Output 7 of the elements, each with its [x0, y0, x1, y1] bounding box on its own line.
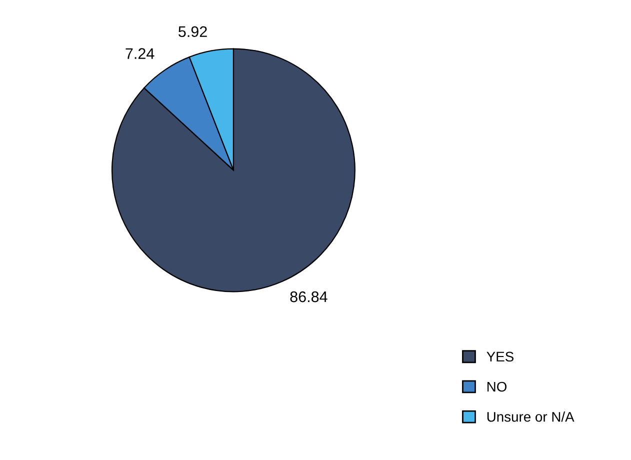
data-label: 7.24: [126, 48, 154, 59]
data-label: 86.84: [290, 291, 328, 302]
pie-slice: [111, 48, 356, 292]
legend-label: NO: [487, 382, 507, 392]
legend-label: YES: [486, 352, 514, 362]
legend-label: Unsure or N/A: [487, 412, 574, 422]
data-label: 5.92: [178, 26, 207, 38]
